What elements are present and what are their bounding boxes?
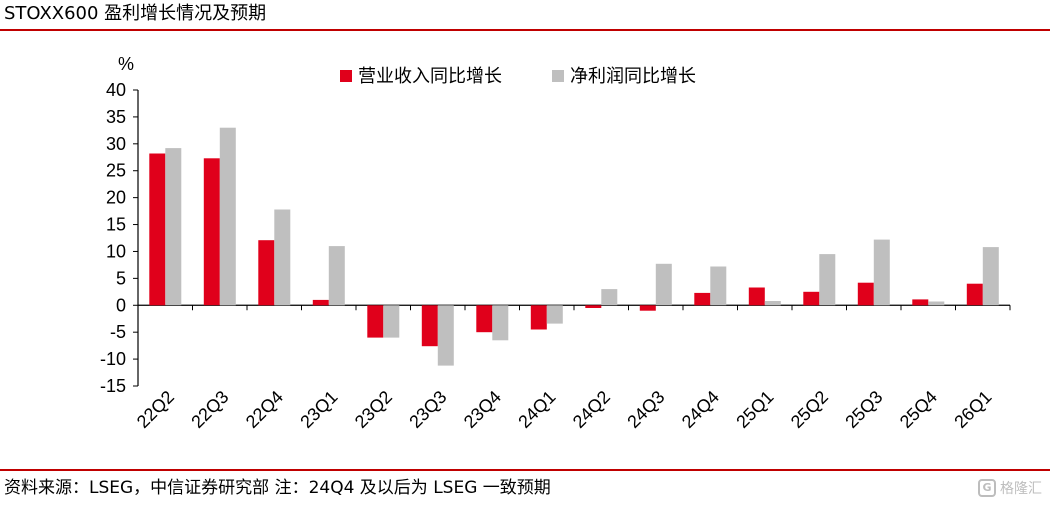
net-profit-growth-bar — [219, 127, 236, 306]
y-tick-label: 15 — [106, 215, 126, 235]
y-tick-label: 20 — [106, 188, 126, 208]
net-profit-growth-bar — [383, 305, 400, 338]
net-profit-growth-bar — [982, 247, 999, 306]
y-tick-label: -5 — [110, 322, 126, 342]
x-tick-label: 26Q1 — [950, 387, 995, 432]
revenue-growth-bar — [203, 158, 220, 306]
x-tick-label: 25Q1 — [732, 387, 777, 432]
revenue-growth-bar — [585, 305, 602, 308]
y-tick-label: 25 — [106, 161, 126, 181]
net-profit-growth-bar — [928, 301, 945, 306]
header-rule — [0, 29, 1050, 31]
x-tick-label: 22Q3 — [187, 387, 232, 432]
legend-swatch-profit — [552, 70, 564, 82]
net-profit-growth-bar — [437, 305, 454, 366]
net-profit-growth-bar — [873, 239, 890, 306]
y-tick-label: 35 — [106, 107, 126, 127]
x-tick-label: 24Q3 — [623, 387, 668, 432]
revenue-growth-bar — [912, 299, 929, 306]
net-profit-growth-bar — [655, 263, 672, 306]
x-tick-label: 24Q1 — [514, 387, 559, 432]
net-profit-growth-bar — [274, 209, 291, 306]
x-tick-label: 24Q4 — [678, 387, 723, 432]
source-note: 资料来源：LSEG，中信证券研究部 注：24Q4 及以后为 LSEG 一致预期 — [4, 478, 551, 498]
chart-title: STOXX600 盈利增长情况及预期 — [4, 3, 267, 24]
y-tick-label: 30 — [106, 134, 126, 154]
revenue-growth-bar — [803, 291, 820, 306]
revenue-growth-bar — [966, 283, 983, 306]
legend-label-profit: 净利润同比增长 — [570, 66, 696, 86]
revenue-growth-bar — [530, 305, 547, 330]
revenue-growth-bar — [476, 305, 493, 333]
y-tick-label: -10 — [100, 349, 126, 369]
watermark-logo-icon: G — [978, 479, 996, 497]
legend-label-revenue: 营业收入同比增长 — [358, 66, 502, 86]
x-tick-label: 23Q1 — [296, 387, 341, 432]
revenue-growth-bar — [639, 305, 656, 311]
x-tick-label: 23Q4 — [460, 387, 505, 432]
net-profit-growth-bar — [328, 246, 345, 306]
watermark-text: 格隆汇 — [1000, 481, 1042, 497]
x-tick-label: 23Q2 — [351, 387, 396, 432]
y-tick-label: -15 — [100, 376, 126, 396]
revenue-growth-bar — [694, 292, 711, 306]
y-tick-label: 40 — [106, 80, 126, 100]
x-tick-label: 24Q2 — [569, 387, 614, 432]
net-profit-growth-bar — [601, 289, 618, 306]
legend-swatch-revenue — [340, 70, 352, 82]
y-tick-label: 0 — [116, 295, 126, 315]
x-tick-label: 22Q2 — [133, 387, 178, 432]
revenue-growth-bar — [149, 153, 166, 306]
x-tick-label: 25Q2 — [787, 387, 832, 432]
x-tick-label: 23Q3 — [405, 387, 450, 432]
net-profit-growth-bar — [764, 301, 781, 306]
revenue-growth-bar — [258, 240, 275, 306]
x-tick-label: 22Q4 — [242, 387, 287, 432]
x-tick-label: 25Q4 — [896, 387, 941, 432]
y-axis-unit-label: % — [118, 54, 134, 74]
x-tick-label: 25Q3 — [841, 387, 886, 432]
y-tick-label: 10 — [106, 241, 126, 261]
y-tick-label: 5 — [116, 268, 126, 288]
net-profit-growth-bar — [165, 148, 182, 306]
revenue-growth-bar — [857, 282, 874, 306]
footer-rule — [0, 469, 1050, 471]
net-profit-growth-bar — [546, 305, 563, 324]
net-profit-growth-bar — [492, 305, 509, 341]
revenue-growth-bar — [367, 305, 384, 338]
net-profit-growth-bar — [710, 266, 727, 306]
revenue-growth-bar — [421, 305, 438, 347]
revenue-growth-bar — [748, 287, 765, 306]
watermark: G 格隆汇 — [978, 478, 1042, 498]
revenue-growth-bar — [312, 299, 329, 306]
net-profit-growth-bar — [819, 254, 836, 306]
